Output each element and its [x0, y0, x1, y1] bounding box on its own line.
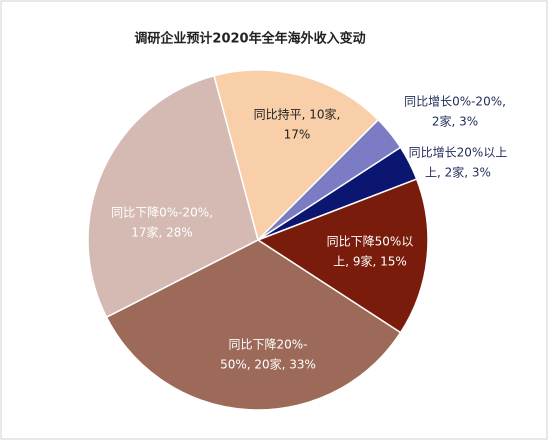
pie-slice	[105, 239, 402, 411]
slice-label: 同比持平, 10家,	[254, 107, 341, 122]
slice-label: 同比下降0%-20%,	[111, 206, 213, 220]
slice-label: 17家, 28%	[131, 225, 193, 240]
slice-label: 17%	[284, 128, 311, 142]
pie-slice	[256, 178, 429, 334]
slice-label: 上, 2家, 3%	[425, 165, 491, 180]
slice-label: 50%, 20家, 33%	[220, 357, 316, 372]
slice-label: 上, 9家, 15%	[333, 254, 407, 269]
chart-title: 调研企业预计2020年全年海外收入变动	[134, 31, 365, 47]
pie-slice	[87, 74, 259, 319]
slice-label: 同比增长20%以上	[409, 146, 508, 160]
pie-slice	[213, 69, 380, 242]
slice-label: 同比下降50%以	[327, 235, 414, 249]
slice-label: 同比增长0%-20%,	[404, 95, 506, 109]
slice-label: 2家, 3%	[432, 114, 478, 129]
slice-label: 同比下降20%-	[228, 338, 307, 352]
